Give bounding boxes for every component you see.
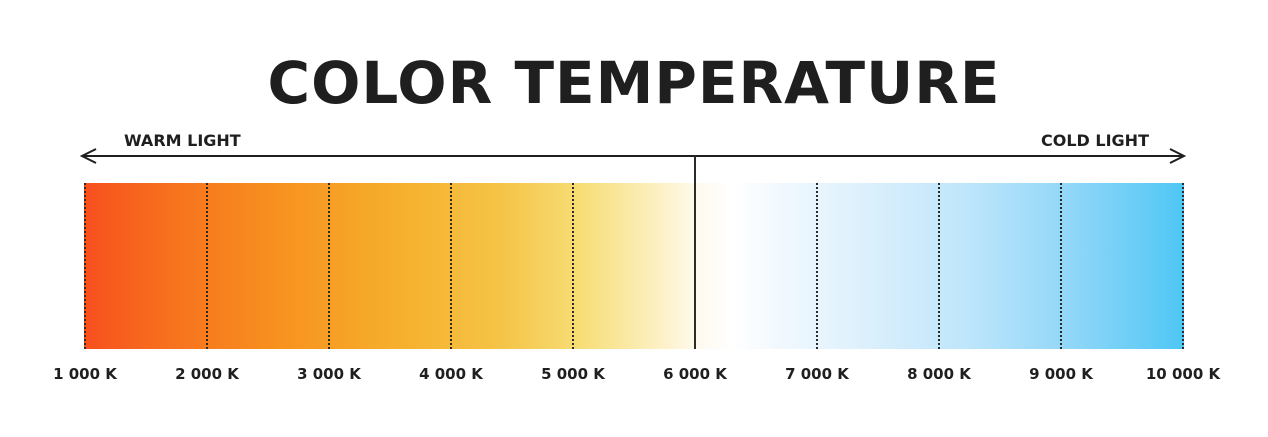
tick-line: [816, 183, 818, 349]
tick-label: 6 000 K: [663, 365, 727, 383]
tick-label: 1 000 K: [53, 365, 117, 383]
tick-label: 9 000 K: [1029, 365, 1093, 383]
arrowhead-left-icon: [79, 148, 97, 164]
diagram-title: COLOR TEMPERATURE: [267, 49, 1001, 117]
tick-line: [206, 183, 208, 349]
cold-light-label: COLD LIGHT: [1041, 131, 1149, 150]
tick-line: [84, 183, 86, 349]
tick-label: 4 000 K: [419, 365, 483, 383]
tick-line: [450, 183, 452, 349]
tick-label: 3 000 K: [297, 365, 361, 383]
tick-label: 10 000 K: [1145, 365, 1221, 383]
tick-line: [938, 183, 940, 349]
tick-line: [1060, 183, 1062, 349]
tick-line: [1182, 183, 1184, 349]
tick-line: [328, 183, 330, 349]
tick-label: 2 000 K: [175, 365, 239, 383]
arrowhead-right-icon: [1169, 148, 1187, 164]
tick-label: 8 000 K: [907, 365, 971, 383]
tick-line: [572, 183, 574, 349]
warm-light-label: WARM LIGHT: [124, 131, 241, 150]
tick-label: 5 000 K: [541, 365, 605, 383]
tick-label: 7 000 K: [785, 365, 849, 383]
neutral-divider-line: [694, 155, 696, 349]
temperature-gradient-bar: [84, 155, 1184, 349]
